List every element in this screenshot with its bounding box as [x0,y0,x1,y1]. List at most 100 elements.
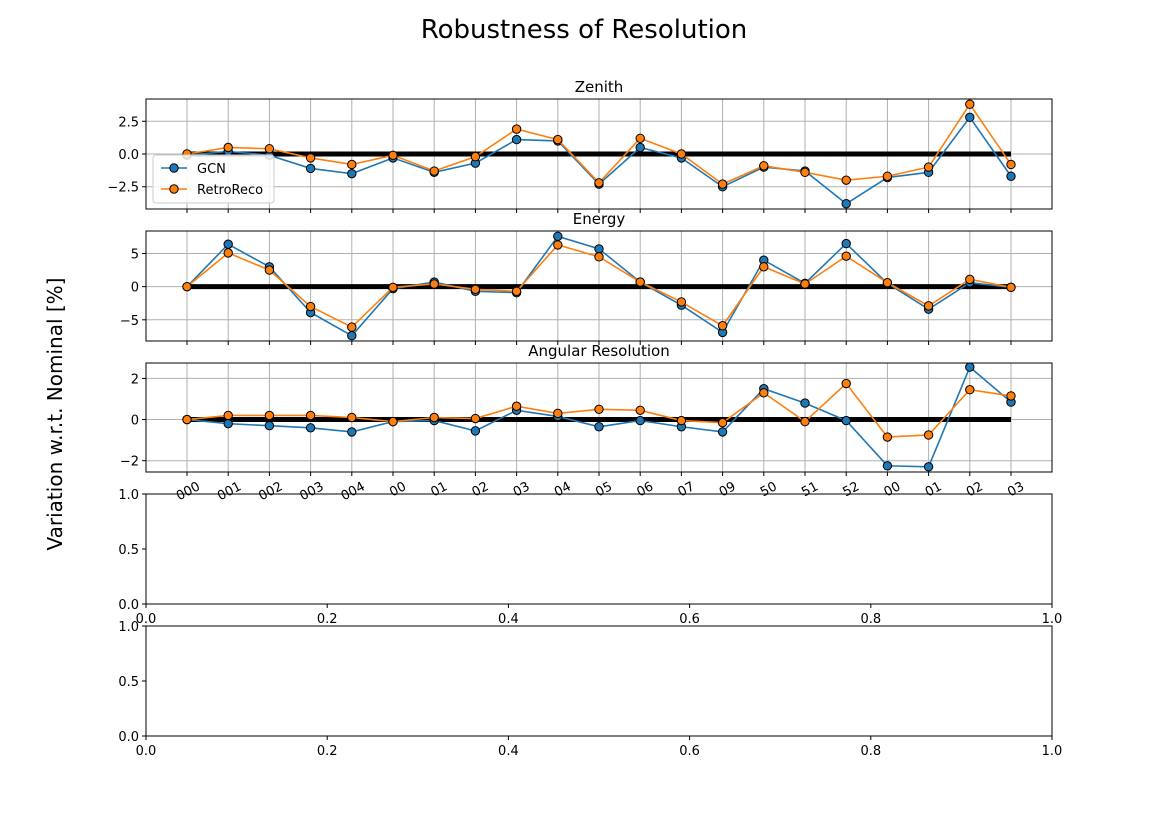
data-point-retroreco [717,179,728,189]
y-tick-label: 1.0 [118,620,139,635]
data-point-retroreco [305,301,316,312]
data-point-retroreco [882,171,893,181]
data-point-retroreco [264,265,275,275]
data-point-gcn [923,462,934,472]
data-point-retroreco [635,133,645,143]
data-point-retroreco [717,417,728,428]
data-point-retroreco [388,282,398,293]
data-point-gcn [841,415,851,426]
x-tick-label: 03 [1005,479,1027,500]
x-tick-label: 00 [882,479,904,500]
data-point-gcn [305,423,316,433]
x-tick-label: 1.0 [1042,744,1063,759]
subplot-4: 0.0 0.2 0.4 0.6 0.8 1.0 0.0 0.5 1.0 [118,488,1062,627]
data-point-retroreco [923,301,934,311]
data-point-retroreco [470,151,481,162]
data-point-retroreco [676,297,687,307]
data-point-retroreco [635,277,645,287]
data-point-retroreco [841,251,851,261]
legend-box [152,154,275,204]
data-point-retroreco [800,279,810,289]
x-tick-label: 00 [387,479,409,500]
figure-title: Robustness of Resolution [421,15,748,45]
x-tick-label: 0.2 [317,612,338,627]
data-point-retroreco [511,401,522,411]
data-point-retroreco [553,240,563,250]
x-tick-label: 0.6 [679,612,700,627]
data-point-retroreco [347,412,357,423]
x-tick-label: 01 [923,479,945,500]
y-tick-label: 2 [131,372,139,387]
data-point-retroreco [470,413,481,424]
y-tick-label: 0 [131,414,139,429]
axes-frame [145,493,1053,605]
data-point-retroreco [594,404,604,414]
x-tick-label: 0.8 [860,612,881,627]
x-tick-label: 0.2 [317,744,338,759]
x-tick-label: 06 [634,479,656,500]
y-tick-label: 0.5 [118,675,139,690]
data-point-retroreco [759,262,769,272]
subplot-title: Zenith [575,78,624,96]
y-axis-label: Variation w.r.t. Nominal [%] [43,278,67,551]
data-point-gcn [635,415,645,426]
data-point-gcn [470,426,481,436]
data-point-retroreco [1006,391,1016,401]
data-point-retroreco [347,322,357,332]
data-point-gcn [347,168,357,179]
data-point-retroreco [511,286,522,297]
data-point-retroreco [800,416,810,427]
data-point-retroreco [429,166,439,176]
x-tick-label: 0.4 [498,612,519,627]
x-tick-label: 52 [840,479,862,500]
data-point-retroreco [759,161,769,171]
y-tick-label: −2.5 [107,181,139,196]
x-tick-label: 50 [758,479,780,500]
data-point-gcn [594,422,604,432]
data-point-gcn [511,134,522,145]
x-tick-label: 03 [511,479,533,500]
data-point-retroreco [429,279,439,289]
data-point-retroreco [800,167,810,178]
y-tick-label: −2 [120,455,139,470]
data-point-retroreco [223,142,233,153]
y-tick-label: 0.0 [118,598,139,613]
data-point-gcn [223,418,233,429]
x-tick-label: 02 [964,479,986,500]
data-point-retroreco [511,124,522,134]
legend-label: RetroReco [197,183,263,198]
data-point-retroreco [965,274,975,285]
data-point-gcn [1006,171,1016,181]
data-point-gcn [965,112,975,123]
data-point-retroreco [1006,282,1016,293]
axes-frame [145,362,1053,473]
y-tick-label: 2.5 [118,115,139,130]
data-point-retroreco [923,430,934,440]
data-point-retroreco [965,385,975,395]
legend-label: GCN [197,162,226,177]
x-tick-label: 0.4 [498,744,519,759]
data-point-gcn [965,362,975,372]
subplot-5: 0.0 0.2 0.4 0.6 0.8 1.0 0.0 0.5 1.0 [118,620,1062,759]
axes-frame [145,230,1053,342]
data-point-retroreco [923,162,934,172]
axes-frame [145,98,1053,210]
data-point-retroreco [676,149,687,159]
y-tick-label: 5 [131,248,139,263]
data-point-gcn [347,427,357,437]
data-point-gcn [264,421,275,431]
data-point-gcn [882,461,893,471]
data-point-retroreco [841,378,851,389]
data-point-retroreco [388,416,398,427]
data-point-retroreco [223,248,233,258]
subplot-title: Angular Resolution [528,342,669,360]
data-point-gcn [553,231,563,242]
x-tick-label: 01 [428,479,450,500]
data-point-retroreco [965,99,975,109]
x-tick-label: 04 [552,479,574,500]
y-tick-label: 0.0 [118,148,139,163]
data-point-retroreco [553,408,563,419]
data-point-retroreco [594,252,604,262]
data-point-retroreco [841,175,851,185]
